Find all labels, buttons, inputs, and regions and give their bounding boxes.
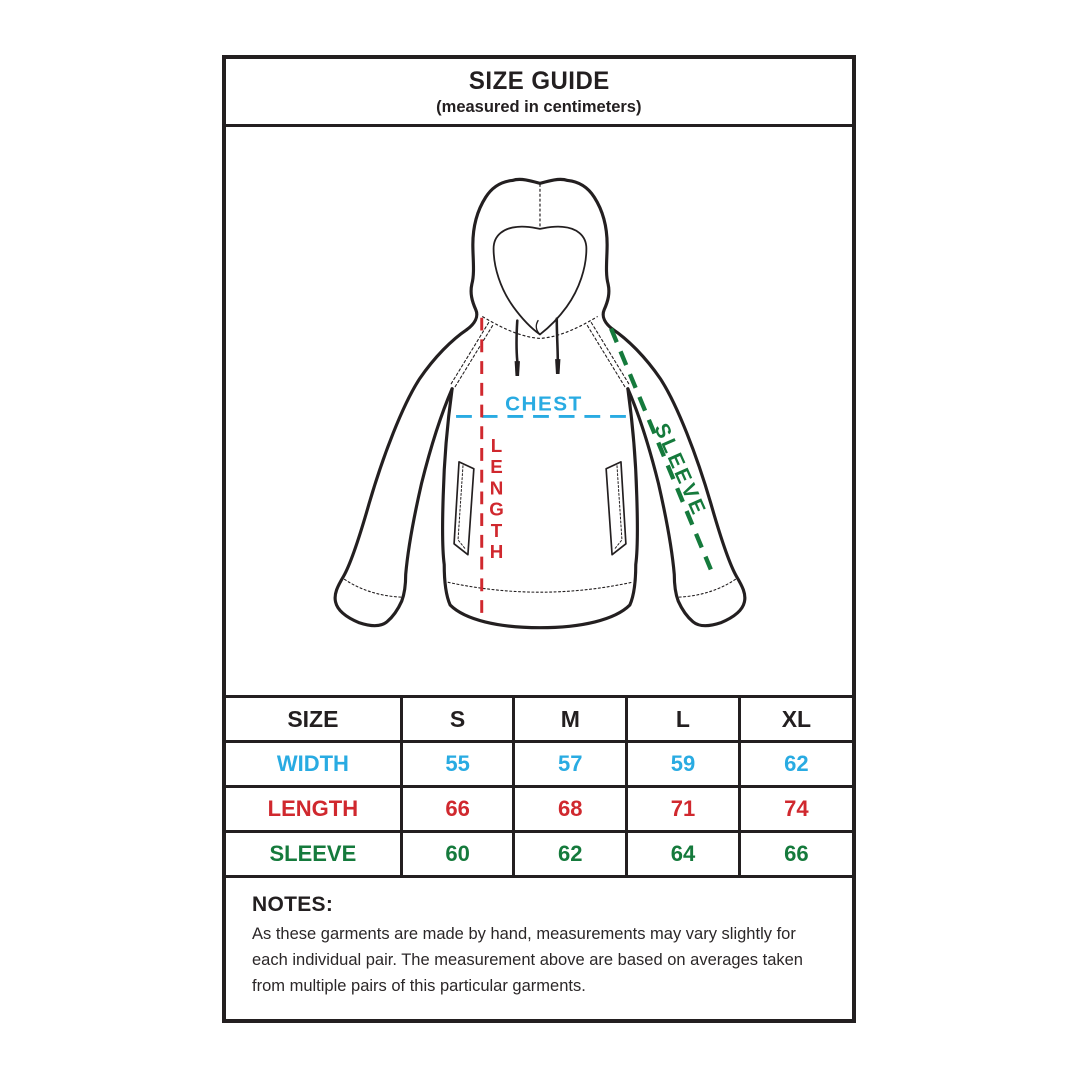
header-cell-l: L <box>625 695 741 743</box>
value-cell: 68 <box>512 785 629 833</box>
left-drawstring <box>515 319 519 363</box>
right-pocket-slit <box>605 461 627 556</box>
page-subtitle: (measured in centimeters) <box>436 96 642 116</box>
value-cell: 62 <box>737 740 852 788</box>
row-label-length: LENGTH <box>226 785 403 833</box>
left-raglan-seam <box>454 325 494 388</box>
row-label-sleeve: SLEEVE <box>226 830 403 878</box>
row-label-width: WIDTH <box>226 740 403 788</box>
page-title: SIZE GUIDE <box>468 66 610 95</box>
body-outline <box>440 387 639 630</box>
left-sleeve-outline <box>333 327 469 628</box>
header-cell-size: SIZE <box>226 695 403 743</box>
hood-opening-overlap <box>535 319 541 336</box>
value-cell: 55 <box>399 740 516 788</box>
right-cuff-stitching <box>678 578 737 598</box>
value-cell: 66 <box>737 830 852 878</box>
hem-stitching <box>447 581 633 593</box>
table-row-length: LENGTH 66 68 71 74 <box>226 785 852 833</box>
size-guide-frame: SIZE GUIDE (measured in centimeters) <box>222 55 856 1023</box>
hood-opening-outline <box>492 225 588 336</box>
table-row-width: WIDTH 55 57 59 62 <box>226 740 852 788</box>
left-aglet <box>514 361 520 376</box>
drawstring-aglets <box>514 359 561 376</box>
table-header-row: SIZE S M L XL <box>226 695 852 743</box>
right-aglet <box>555 359 561 374</box>
right-sleeve-outline <box>611 327 747 628</box>
header: SIZE GUIDE (measured in centimeters) <box>226 59 852 127</box>
value-cell: 64 <box>625 830 741 878</box>
notes-section: NOTES: As these garments are made by han… <box>226 878 852 1019</box>
value-cell: 62 <box>512 830 629 878</box>
hoodie-outline-group <box>333 177 747 630</box>
value-cell: 74 <box>737 785 852 833</box>
left-raglan-seam <box>450 322 490 385</box>
right-pocket-stitching <box>613 465 623 551</box>
left-pocket-stitching <box>457 465 467 551</box>
header-cell-s: S <box>399 695 516 743</box>
left-pocket-slit <box>453 461 475 556</box>
notes-heading: NOTES: <box>252 893 334 916</box>
right-drawstring <box>555 317 560 361</box>
value-cell: 57 <box>512 740 629 788</box>
left-cuff-stitching <box>343 578 402 598</box>
neckline-seam <box>482 316 598 340</box>
value-cell: 60 <box>399 830 516 878</box>
hood-outline <box>465 177 615 332</box>
chest-label: CHEST <box>505 393 583 416</box>
right-raglan-seam <box>586 325 626 388</box>
value-cell: 66 <box>399 785 516 833</box>
header-cell-xl: XL <box>737 695 852 743</box>
value-cell: 71 <box>625 785 741 833</box>
notes-body: As these garments are made by hand, meas… <box>252 925 803 995</box>
sleeve-measure-line <box>609 327 713 571</box>
raglan-seams <box>450 322 630 388</box>
header-cell-m: M <box>512 695 629 743</box>
table-row-sleeve: SLEEVE 60 62 64 66 <box>226 830 852 878</box>
value-cell: 59 <box>625 740 741 788</box>
right-raglan-seam <box>590 322 630 385</box>
size-table: SIZE S M L XL WIDTH 55 57 59 62 LENGTH 6… <box>226 695 852 878</box>
